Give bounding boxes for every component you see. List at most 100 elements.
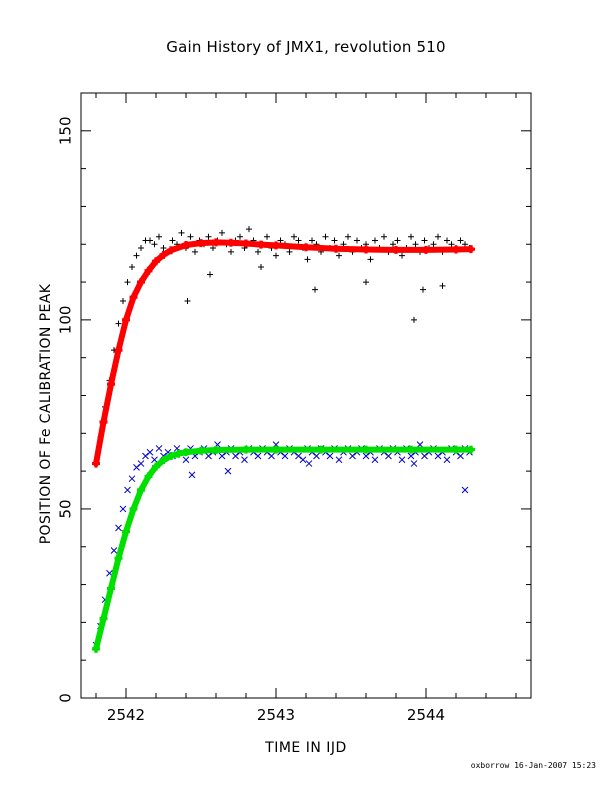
data-point: [205, 452, 212, 460]
axis-ticks: 0 50 100 150 2542 2543 2544: [57, 93, 531, 724]
data-point: [295, 237, 302, 244]
data-point: [110, 547, 118, 554]
data-point: [218, 452, 226, 460]
data-point: [120, 297, 126, 304]
data-point: [462, 241, 468, 248]
data-point: [457, 452, 464, 460]
chart-title: Gain History of JMX1, revolution 510: [166, 38, 446, 56]
data-point: [410, 460, 418, 467]
data-point: [133, 463, 140, 471]
data-point: [408, 233, 414, 240]
data-point: [156, 233, 162, 240]
data-point: [354, 237, 360, 244]
series-1: [93, 226, 473, 467]
data-point: [461, 486, 469, 494]
data-point: [258, 263, 264, 270]
data-point: [435, 233, 441, 240]
data-point: [399, 252, 405, 259]
data-point: [207, 271, 213, 278]
data-point: [372, 237, 378, 244]
data-point: [371, 456, 379, 464]
data-point: [390, 241, 396, 248]
data-point: [448, 241, 455, 248]
plot-frame: [80, 92, 532, 699]
data-point: [313, 452, 320, 460]
x-tick-label: 2544: [407, 706, 445, 724]
y-tick-label: 100: [57, 306, 75, 335]
data-point: [381, 233, 387, 240]
data-point: [124, 279, 131, 286]
data-point: [291, 233, 297, 240]
data-marks: [92, 226, 475, 653]
data-point: [420, 286, 426, 293]
data-point: [444, 237, 450, 244]
data-point: [119, 505, 127, 513]
data-point: [421, 237, 428, 244]
data-point: [295, 452, 302, 460]
fit-curve: [93, 446, 474, 652]
data-point: [151, 241, 158, 248]
data-point: [335, 456, 343, 464]
data-point: [255, 248, 261, 255]
data-point: [286, 248, 293, 255]
footer-credit: oxborrow 16-Jan-2007 15:23: [470, 761, 596, 770]
data-point: [169, 237, 176, 244]
data-point: [394, 237, 401, 244]
data-point: [187, 233, 194, 240]
data-point: [312, 286, 318, 293]
data-point: [155, 445, 163, 452]
data-point: [160, 245, 167, 252]
y-tick-label: 150: [57, 116, 75, 145]
data-point: [430, 241, 437, 248]
data-point: [398, 456, 406, 464]
data-point: [115, 524, 122, 532]
x-tick-label: 2542: [107, 706, 145, 724]
series-4: [92, 445, 475, 653]
data-point: [407, 452, 415, 460]
data-point: [439, 282, 446, 289]
data-point: [232, 452, 239, 460]
data-point: [326, 452, 334, 460]
data-point: [124, 486, 131, 494]
data-point: [443, 456, 451, 464]
data-point: [142, 452, 149, 460]
data-point: [182, 456, 190, 464]
data-point: [133, 252, 140, 259]
data-point: [138, 245, 144, 252]
data-point: [268, 452, 275, 460]
data-point: [345, 233, 351, 240]
data-point: [457, 237, 464, 244]
data-point: [147, 237, 153, 244]
data-point: [219, 229, 225, 236]
data-point: [411, 316, 417, 323]
data-point: [224, 467, 232, 475]
data-point: [336, 252, 342, 259]
fit-curve: [93, 239, 474, 467]
y-tick-label: 0: [57, 693, 75, 703]
x-axis-label: TIME IN IJD: [265, 740, 347, 756]
data-point: [309, 237, 315, 244]
data-point: [412, 241, 419, 248]
data-point: [128, 475, 136, 483]
data-point: [304, 256, 311, 263]
data-point: [254, 452, 262, 460]
data-point: [421, 452, 428, 460]
data-point: [322, 233, 329, 240]
data-point: [367, 256, 374, 263]
data-point: [241, 456, 248, 464]
data-point: [188, 471, 196, 479]
data-point: [184, 297, 191, 304]
data-point: [192, 248, 198, 255]
data-point: [305, 460, 313, 467]
data-point: [205, 233, 212, 240]
data-point: [362, 452, 370, 460]
data-point: [434, 452, 442, 460]
data-point: [228, 248, 234, 255]
data-point: [237, 233, 243, 240]
data-point: [281, 452, 289, 460]
data-point: [277, 237, 284, 244]
series-2: [92, 238, 475, 468]
data-point: [115, 320, 122, 327]
data-point: [264, 233, 270, 240]
